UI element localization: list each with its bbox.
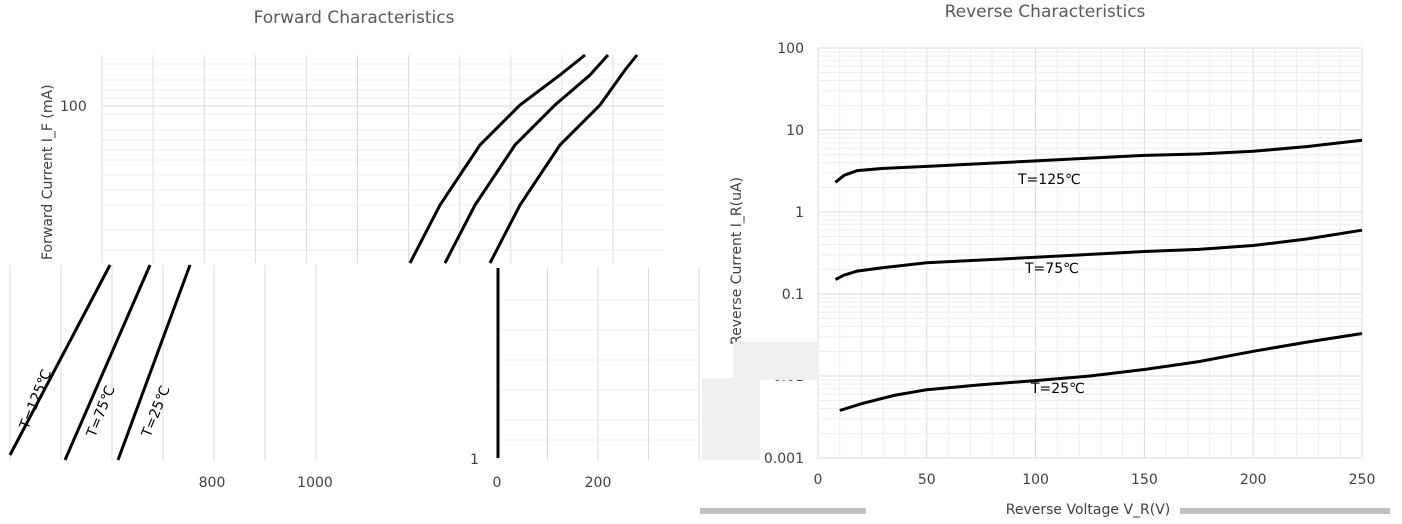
glitch-block-1 xyxy=(702,378,760,460)
forward-y-tick-100: 100 xyxy=(60,99,87,115)
forward-curve-2 xyxy=(443,53,610,264)
forward-annotation-75: T=75℃ xyxy=(83,384,118,441)
reverse-x-ticks: 0 50 100 150 200 250 xyxy=(814,472,1376,488)
reverse-y-tick-label: 0.1 xyxy=(782,287,804,303)
reverse-annotation-75: T=75℃ xyxy=(1024,261,1079,277)
reverse-annotation-25: T=25℃ xyxy=(1030,381,1085,397)
forward-curve-1 xyxy=(408,53,586,264)
forward-chart: Forward Characteristics 100 1 800 1000 0… xyxy=(8,8,700,491)
glitch-block-2 xyxy=(733,342,819,380)
forward-y-tick-1: 1 xyxy=(470,452,479,468)
reverse-x-tick-label: 250 xyxy=(1349,472,1376,488)
forward-x-tick-0: 0 xyxy=(493,475,502,491)
reverse-y-axis-label: Reverse Current I_R(uA) xyxy=(729,177,745,345)
reverse-chart-title: Reverse Characteristics xyxy=(945,2,1146,22)
reverse-annotation-125: T=125℃ xyxy=(1017,172,1081,188)
forward-x-tick-1000: 1000 xyxy=(297,475,333,491)
forward-x-tick-200: 200 xyxy=(585,475,612,491)
reverse-y-tick-label: 10 xyxy=(786,123,804,139)
forward-annotation-125: T=125℃ xyxy=(16,367,55,432)
forward-curves xyxy=(408,53,639,264)
forward-fragment-curve-25 xyxy=(116,264,192,461)
reverse-y-tick-label: 1 xyxy=(795,205,804,221)
reverse-y-tick-label: 0.001 xyxy=(764,451,804,467)
forward-grid xyxy=(9,55,700,460)
glitch-bar-2 xyxy=(1180,508,1390,514)
forward-curve-3 xyxy=(488,54,639,264)
forward-fragment-curve-75 xyxy=(63,264,152,461)
reverse-y-tick-label: 100 xyxy=(777,41,804,57)
reverse-x-tick-label: 0 xyxy=(814,472,823,488)
reverse-curve-2 xyxy=(834,228,1363,281)
forward-chart-title: Forward Characteristics xyxy=(254,8,455,28)
reverse-x-tick-label: 150 xyxy=(1131,472,1158,488)
glitch-bar-1 xyxy=(700,508,866,514)
reverse-x-tick-label: 100 xyxy=(1022,472,1049,488)
forward-fragment-curve-125 xyxy=(8,264,112,456)
forward-y-axis-label: Forward Current I_F (mA) xyxy=(40,84,56,260)
reverse-x-tick-label: 200 xyxy=(1240,472,1267,488)
reverse-x-tick-label: 50 xyxy=(918,472,936,488)
reverse-grid xyxy=(817,47,1363,459)
reverse-x-axis-label: Reverse Voltage V_R(V) xyxy=(1006,502,1171,518)
reverse-curve-3 xyxy=(839,332,1363,412)
reverse-chart: Reverse Characteristics 0.0010.010.11101… xyxy=(729,2,1375,518)
reverse-curves xyxy=(834,138,1363,412)
forward-x-tick-800: 800 xyxy=(199,475,226,491)
reverse-curve-1 xyxy=(834,138,1363,184)
